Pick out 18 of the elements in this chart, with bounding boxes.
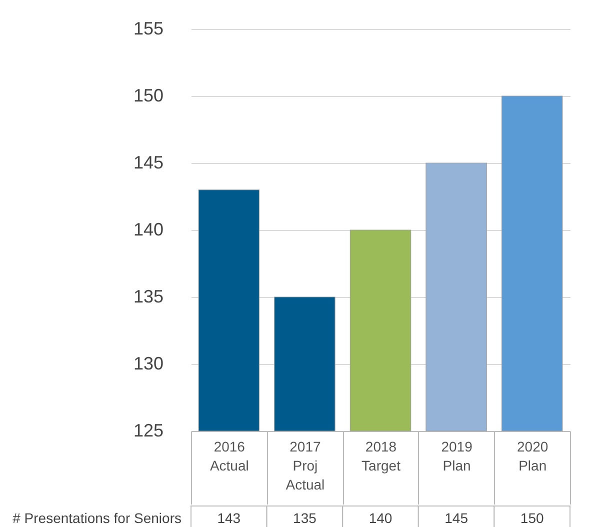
y-tick-label: 130 — [133, 354, 164, 374]
data-label: 140 — [368, 510, 392, 526]
y-tick-label: 155 — [133, 18, 164, 38]
data-label: 145 — [444, 510, 468, 526]
x-tick-label: 2018 Target — [362, 438, 401, 474]
text: # Presentations for Seniors — [12, 510, 182, 526]
y-tick-label: 140 — [133, 220, 164, 240]
y-tick-label: 150 — [133, 86, 164, 106]
data-label: 135 — [293, 510, 317, 526]
x-tick-label: 2020 Plan — [517, 438, 548, 474]
x-tick-label: 2017 Proj Actual — [286, 438, 325, 492]
data-label: 150 — [520, 510, 544, 526]
y-tick-label: 135 — [133, 286, 164, 306]
y-tick-label: 125 — [133, 420, 164, 440]
y-tick-label: 145 — [133, 152, 164, 172]
x-tick-label: 2016 Actual — [210, 438, 249, 474]
data-label: 143 — [217, 510, 241, 526]
x-tick-label: 2019 Plan — [441, 438, 473, 474]
